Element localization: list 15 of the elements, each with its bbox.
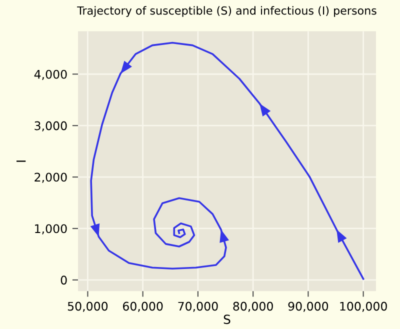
x-tick-label: 90,000 [288,302,328,312]
y-tick-label: 4,000 [34,70,67,80]
y-tick-label: 2,000 [34,172,67,183]
y-axis-title: I [16,160,26,162]
x-axis-title: S [224,314,230,324]
x-tick-label: 100,000 [340,302,387,312]
chart-title: Trajectory of susceptible (S) and infectious (I) persons [77,6,376,17]
y-tick-label: 1,000 [35,224,67,234]
x-tick-label: 60,000 [122,302,163,312]
y-tick-label: 0 [60,276,67,285]
x-tick-label: 80,000 [233,302,273,312]
x-tick-label: 70,000 [178,302,218,312]
line-series [90,42,364,280]
y-tick-label: 3,000 [34,121,67,132]
x-tick-label: 50,000 [68,302,108,312]
